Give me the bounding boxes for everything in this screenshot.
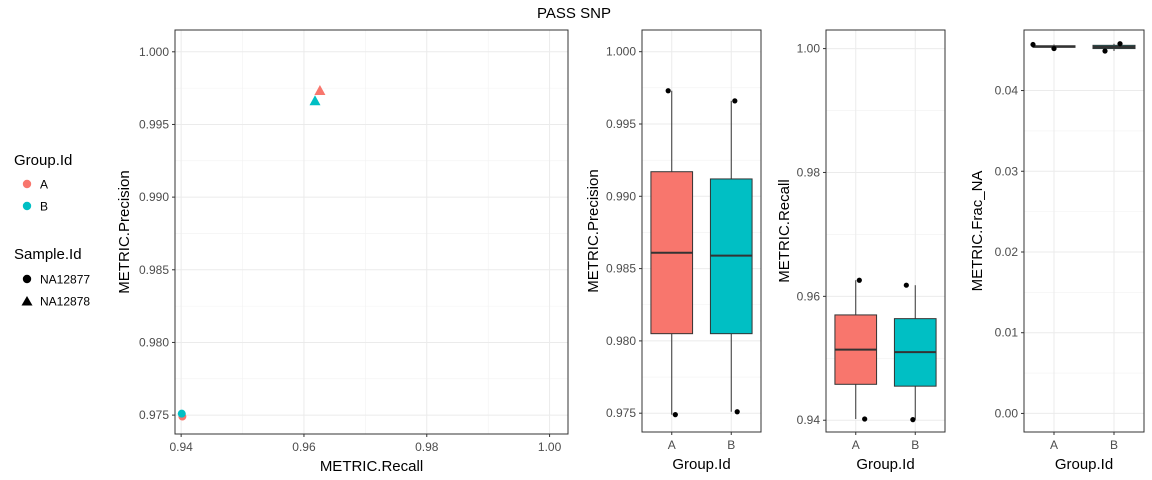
- y-tick-label: 1.00: [797, 42, 821, 56]
- y-tick-label: 0.995: [139, 117, 169, 131]
- y-tick-label: 0.03: [995, 164, 1019, 178]
- x-tick-label: B: [727, 438, 735, 452]
- x-tick-label: B: [1110, 438, 1118, 452]
- y-tick-label: 0.995: [606, 117, 636, 131]
- legend-sample-na12878-label: NA12878: [40, 295, 90, 309]
- x-axis-title: Group.Id: [1055, 456, 1113, 473]
- legend-group-title: Group.Id: [14, 152, 72, 169]
- x-tick-label: A: [668, 438, 676, 452]
- data-point: [862, 416, 868, 422]
- y-tick-label: 0.985: [139, 263, 169, 277]
- recall-boxplot-panel: 0.94 0.96 0.98 1.00 A B Group.Id METRIC.Recall: [776, 29, 946, 473]
- y-tick-label: 0.01: [995, 326, 1019, 340]
- data-point-circle: [177, 409, 186, 418]
- panel-border: [641, 29, 762, 433]
- panel-border: [1023, 29, 1145, 433]
- precision-boxplot-panel: 0.975 0.980 0.985 0.990 0.995 1.000 A B Group.Id…: [585, 29, 762, 473]
- y-tick-label: 0.980: [606, 334, 636, 348]
- x-tick-label: B: [911, 438, 919, 452]
- data-point: [1117, 41, 1123, 47]
- y-tick-label: 0.980: [139, 335, 169, 349]
- x-tick-label: 0.96: [292, 440, 316, 454]
- data-point-triangle: [314, 85, 326, 96]
- x-tick-label: 1.00: [538, 440, 562, 454]
- figure-title: PASS SNP: [537, 5, 611, 22]
- legend: Group.Id A B Sample.Id NA12877 NA12878: [14, 152, 90, 309]
- data-point: [856, 277, 862, 283]
- legend-sample-na12877-key: [22, 274, 32, 284]
- y-tick-label: 1.000: [139, 45, 169, 59]
- data-point-triangle: [309, 95, 321, 106]
- y-tick-label: 0.990: [606, 189, 636, 203]
- legend-sample-na12878-key: [21, 296, 33, 306]
- x-axis-title: METRIC.Recall: [320, 458, 423, 475]
- y-axis-title: METRIC.Precision: [116, 170, 133, 293]
- data-point: [903, 282, 909, 288]
- data-point: [910, 417, 916, 423]
- y-tick-label: 0.975: [139, 408, 169, 422]
- legend-group-a-key: [22, 179, 32, 189]
- data-point: [672, 412, 678, 418]
- data-point: [1051, 45, 1057, 52]
- x-tick-label: A: [852, 438, 860, 452]
- data-point: [1102, 48, 1108, 54]
- legend-group-b-key: [22, 201, 32, 211]
- legend-group-b-label: B: [40, 200, 48, 214]
- x-tick-label: A: [1050, 438, 1058, 452]
- legend-sample-title: Sample.Id: [14, 246, 82, 263]
- legend-sample-na12877-label: NA12877: [40, 273, 90, 287]
- y-tick-label: 0.00: [995, 406, 1019, 420]
- y-axis-title: METRIC.Precision: [585, 169, 602, 292]
- y-tick-label: 0.990: [139, 190, 169, 204]
- y-tick-label: 0.96: [797, 289, 821, 303]
- y-axis-title: METRIC.Recall: [776, 179, 793, 282]
- x-tick-label: 0.98: [415, 440, 439, 454]
- y-tick-label: 0.98: [797, 165, 821, 179]
- legend-group-a-label: A: [40, 178, 48, 192]
- data-point: [665, 88, 671, 94]
- y-tick-label: 0.02: [995, 245, 1019, 259]
- scatter-panel: 0.975 0.980 0.985 0.990 0.995 1.000 0.94 0.96 0.…: [116, 29, 569, 475]
- y-tick-label: 1.000: [606, 45, 636, 59]
- panel-border: [174, 29, 569, 435]
- x-axis-title: Group.Id: [856, 456, 914, 473]
- y-tick-label: 0.94: [797, 413, 821, 427]
- data-point: [734, 409, 740, 415]
- y-tick-label: 0.975: [606, 406, 636, 420]
- x-axis-title: Group.Id: [672, 456, 730, 473]
- data-point: [1030, 41, 1036, 48]
- data-point: [732, 98, 738, 104]
- x-tick-label: 0.94: [169, 440, 193, 454]
- y-tick-label: 0.04: [995, 84, 1019, 98]
- y-tick-label: 0.985: [606, 262, 636, 276]
- y-axis-title: METRIC.Frac_NA: [969, 171, 986, 292]
- frac-na-boxplot-panel: 0.00 0.01 0.02 0.03 0.04 A B Group.Id METRIC.Fra…: [969, 29, 1145, 473]
- panel-border: [825, 29, 946, 433]
